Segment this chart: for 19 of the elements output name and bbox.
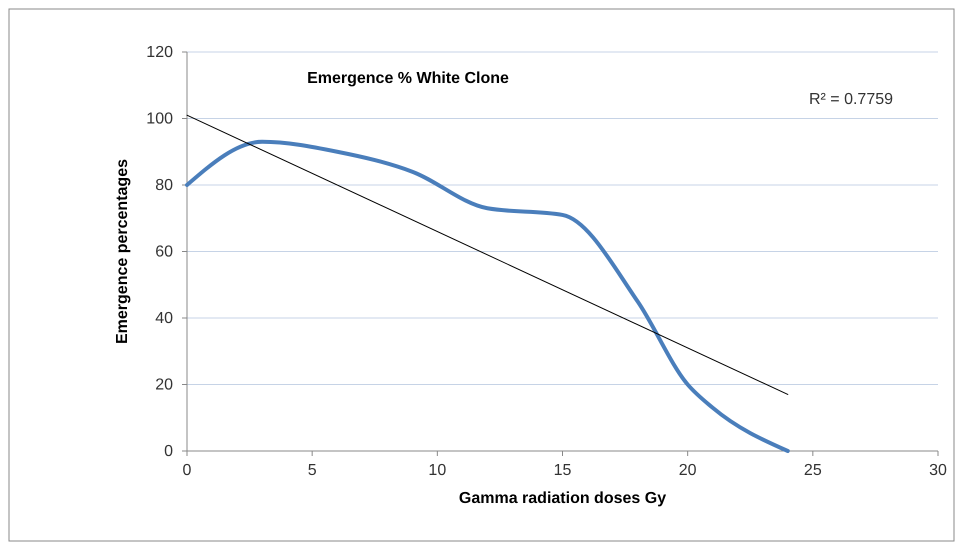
- y-tick-label: 20: [155, 376, 174, 394]
- x-tick-label: 5: [308, 462, 317, 479]
- x-tick-label: 0: [182, 462, 192, 479]
- y-tick-label: 0: [164, 443, 174, 460]
- y-tick-label: 60: [155, 244, 174, 260]
- x-axis-title: Gamma radiation doses Gy: [458, 490, 666, 507]
- x-tick-label: 30: [929, 462, 947, 479]
- y-tick-label: 100: [146, 110, 174, 128]
- y-tick-label: 120: [146, 44, 174, 61]
- x-tick-label: 25: [804, 462, 822, 479]
- y-tick-label: 40: [155, 310, 174, 327]
- y-axis-title: Emergence percentages: [114, 158, 131, 344]
- y-tick-label: 80: [155, 177, 174, 194]
- x-tick-label: 10: [428, 462, 446, 479]
- x-tick-label: 15: [554, 462, 572, 479]
- text: Emergence % White Clone: [307, 70, 510, 87]
- x-tick-label: 20: [678, 462, 697, 479]
- line-series: [185, 140, 790, 453]
- annotation: R² = 0.7759: [808, 91, 894, 108]
